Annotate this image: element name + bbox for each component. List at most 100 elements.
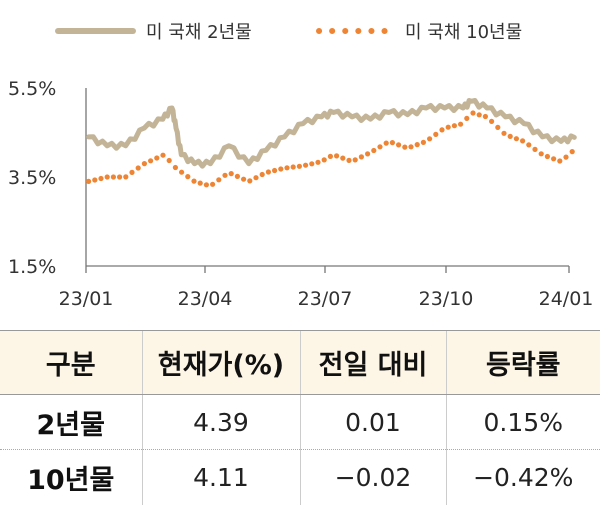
row-label: 10년물 xyxy=(27,464,115,496)
series-point-10y xyxy=(296,163,302,169)
series-point-10y xyxy=(86,178,92,184)
series-point-10y xyxy=(420,139,426,145)
series-point-10y xyxy=(396,142,402,148)
header-change-rate: 등락률 xyxy=(445,330,600,395)
series-point-10y xyxy=(408,144,414,150)
yield-summary-table: 구분 현재가(%) 전일 대비 등락률 2년물 4.39 0.01 0.15% … xyxy=(0,330,600,505)
series-point-10y xyxy=(185,174,191,180)
chart-legend: 미 국채 2년물 미 국채 10년물 xyxy=(55,22,522,43)
series-point-10y xyxy=(439,127,445,133)
series-point-10y xyxy=(92,177,98,183)
series-point-10y xyxy=(98,175,104,182)
header-change: 전일 대비 xyxy=(299,330,446,395)
series-point-10y xyxy=(247,178,253,184)
series-point-10y xyxy=(172,164,178,171)
series-point-10y xyxy=(166,157,172,164)
y-tick-labels: 5.5% 3.5% 1.5% xyxy=(8,78,56,278)
series-point-10y xyxy=(377,144,383,150)
series-point-10y xyxy=(563,154,569,160)
series-point-10y xyxy=(476,112,482,118)
series-point-10y xyxy=(135,165,141,171)
cell-change-rate: −0.42% xyxy=(445,449,600,505)
series-point-10y xyxy=(464,115,470,121)
cell-current-price: 4.11 xyxy=(141,449,300,505)
cell-change: 0.01 xyxy=(299,394,446,450)
series-point-10y xyxy=(210,181,216,187)
series-point-10y xyxy=(334,153,340,159)
series-point-10y xyxy=(482,113,488,120)
series-point-10y xyxy=(507,133,513,139)
series-point-10y xyxy=(148,158,154,164)
series-point-10y xyxy=(489,118,495,124)
series-point-10y xyxy=(358,154,364,160)
series-point-10y xyxy=(203,182,209,188)
chart-axes xyxy=(85,88,569,267)
series-point-10y xyxy=(327,153,333,159)
series-point-10y xyxy=(371,147,377,154)
table-header-row: 구분 현재가(%) 전일 대비 등락률 xyxy=(0,330,600,395)
series-point-10y xyxy=(389,140,395,146)
series-point-10y xyxy=(526,142,532,148)
series-point-10y xyxy=(154,155,160,161)
series-point-10y xyxy=(222,172,228,178)
series-point-10y xyxy=(278,166,284,172)
series-point-10y xyxy=(340,155,346,161)
series-point-10y xyxy=(197,180,203,186)
series-point-10y xyxy=(544,153,551,160)
series-point-10y xyxy=(414,142,420,148)
series-point-10y xyxy=(433,131,439,137)
cell-current-price: 4.39 xyxy=(141,394,300,450)
series-point-10y xyxy=(352,157,358,163)
y-tick-label: 5.5% xyxy=(8,78,56,100)
series-point-10y xyxy=(557,158,563,164)
series-point-10y xyxy=(501,130,507,136)
series-point-10y xyxy=(259,171,265,178)
series-point-10y xyxy=(538,151,544,157)
series-point-10y xyxy=(365,151,371,157)
series-point-10y xyxy=(141,161,147,167)
cell-change-rate: 0.15% xyxy=(445,394,600,450)
series-point-10y xyxy=(284,165,290,171)
series-line-2y xyxy=(86,98,577,169)
series-point-10y xyxy=(569,149,575,155)
legend-label-10y: 미 국채 10년물 xyxy=(405,22,522,43)
legend-label-2y: 미 국채 2년물 xyxy=(146,22,252,43)
series-point-10y xyxy=(445,124,451,130)
series-point-10y xyxy=(303,162,309,168)
header-category: 구분 xyxy=(0,330,142,395)
table-row: 2년물 4.39 0.01 0.15% xyxy=(0,394,600,450)
series-point-10y xyxy=(427,136,433,142)
x-tick-label: 24/01 xyxy=(539,288,594,310)
series-point-10y xyxy=(117,174,123,180)
series-point-10y xyxy=(321,157,327,163)
x-tick-label: 23/10 xyxy=(419,288,474,310)
series-point-10y xyxy=(104,174,110,180)
series-point-10y xyxy=(265,169,271,175)
series-point-10y xyxy=(216,177,222,183)
x-ticks: 23/01 23/04 23/07 23/10 24/01 xyxy=(59,266,594,310)
series-point-10y xyxy=(228,171,234,177)
series-point-10y xyxy=(253,175,259,181)
series-point-10y xyxy=(315,159,321,165)
series-point-10y xyxy=(346,157,352,163)
x-tick-label: 23/04 xyxy=(178,288,233,310)
series-point-10y xyxy=(290,164,296,170)
series-point-10y xyxy=(272,167,278,174)
yield-line-chart: 미 국채 2년물 미 국채 10년물 5.5% 3.5% 1.5% 23/01 … xyxy=(8,22,594,310)
y-tick-label: 1.5% xyxy=(8,256,56,278)
plot-area xyxy=(86,98,577,188)
yield-table-section: 구분 현재가(%) 전일 대비 등락률 2년물 4.39 0.01 0.15% … xyxy=(0,330,600,505)
series-point-10y xyxy=(470,110,476,116)
series-point-10y xyxy=(241,176,247,182)
x-tick-label: 23/07 xyxy=(298,288,353,310)
series-point-10y xyxy=(110,174,116,180)
series-point-10y xyxy=(520,138,526,144)
row-label: 2년물 xyxy=(0,394,142,450)
series-point-10y xyxy=(160,152,166,158)
series-point-10y xyxy=(513,136,520,142)
cell-change: −0.02 xyxy=(299,449,446,505)
series-point-10y xyxy=(458,121,464,127)
series-point-10y xyxy=(129,169,135,175)
series-point-10y xyxy=(532,146,538,152)
series-point-10y xyxy=(495,124,501,130)
